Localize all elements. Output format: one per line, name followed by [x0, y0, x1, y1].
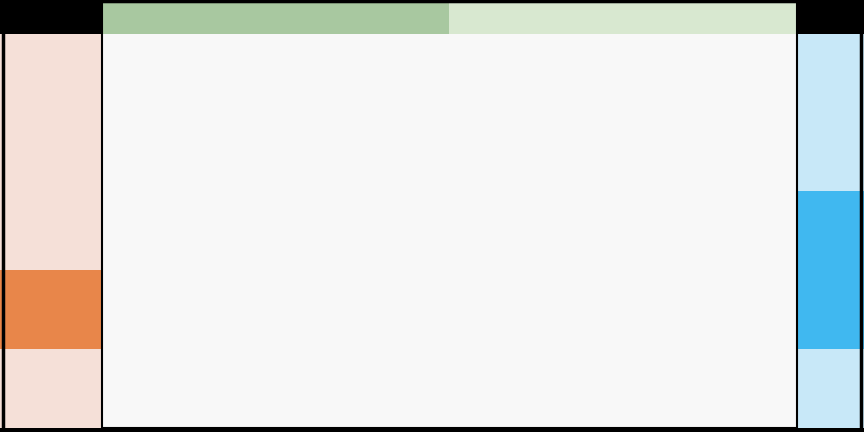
X-axis label: Time (seconds): Time (seconds) [681, 243, 739, 251]
Text: Brake
Failure: Brake Failure [812, 378, 848, 399]
Y-axis label: Station (ft.): Station (ft.) [598, 307, 607, 351]
Text: CD: CD [112, 238, 143, 257]
Text: Stopping Distance: Stopping Distance [212, 11, 340, 25]
Y-axis label: Station (ft.): Station (ft.) [251, 110, 259, 154]
Text: CS: CS [112, 41, 141, 60]
X-axis label: Time (seconds): Time (seconds) [160, 243, 218, 251]
Text: 2: 2 [460, 41, 473, 60]
Text: ABS
Malfunction: ABS Malfunction [789, 256, 864, 284]
Y-axis label: Station (ft.): Station (ft.) [251, 307, 259, 351]
Y-axis label: Station (ft.): Station (ft.) [77, 307, 86, 351]
Text: Fully
Functioning: Fully Functioning [797, 102, 863, 123]
Text: 6: 6 [633, 238, 646, 257]
X-axis label: Time (seconds): Time (seconds) [507, 243, 565, 251]
Text: Brake in a
Curve: Brake in a Curve [25, 299, 77, 320]
Title: 80 ft.: 80 ft. [696, 25, 723, 35]
Text: High-Speed
Offtracking: High-Speed Offtracking [21, 141, 81, 163]
Text: 4: 4 [286, 238, 299, 257]
Y-axis label: Station (ft.): Station (ft.) [424, 110, 433, 154]
Y-axis label: Station (ft.): Station (ft.) [598, 110, 607, 154]
Title: 87 ft.: 87 ft. [523, 222, 550, 232]
Text: 5: 5 [460, 238, 473, 257]
Y-axis label: Station (ft.): Station (ft.) [77, 110, 86, 154]
Text: Lateral Load Transfer Ratio: Lateral Load Transfer Ratio [639, 13, 780, 23]
X-axis label: Time (seconds): Time (seconds) [334, 243, 391, 251]
Title: 89 ft.: 89 ft. [349, 222, 376, 232]
Text: Path Deviation: Path Deviation [492, 11, 580, 25]
Title: 86 ft.: 86 ft. [696, 222, 723, 232]
Text: Avoidance
Maneuver: Avoidance Maneuver [24, 378, 78, 399]
Title: 86 ft.: 86 ft. [175, 222, 202, 232]
Text: Straight-Line
Braking: Straight-Line Braking [17, 220, 85, 241]
Text: 3: 3 [633, 41, 646, 60]
Title: 78 ft.: 78 ft. [523, 25, 550, 35]
Title: 82 ft.: 82 ft. [349, 25, 376, 35]
Title: 80 ft.: 80 ft. [175, 25, 202, 35]
Y-axis label: Station (ft.): Station (ft.) [424, 307, 433, 351]
Text: Low-Speed
Offtracking: Low-Speed Offtracking [22, 62, 80, 84]
Text: 1: 1 [286, 41, 299, 60]
